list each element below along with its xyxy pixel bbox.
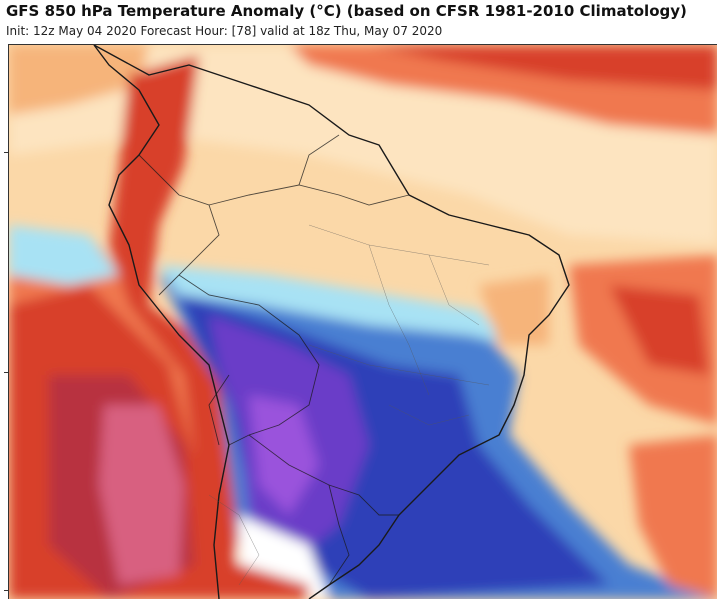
light-cool-pacific: [9, 225, 119, 285]
anomaly-map: [8, 44, 717, 599]
warm-region-south-atlantic: [629, 435, 717, 599]
warm-region-northwest: [9, 45, 149, 115]
warm-patch-northeast-brazil: [479, 275, 549, 345]
axis-tick: [4, 152, 9, 153]
state-borders: [208, 224, 490, 586]
light-cool-band: [159, 265, 509, 345]
pink-region-pacific: [99, 405, 184, 585]
anomaly-map-canvas: [9, 45, 717, 599]
hot-region-atlantic: [609, 285, 709, 375]
map-title: GFS 850 hPa Temperature Anomaly (°C) (ba…: [6, 2, 687, 20]
axis-tick: [4, 590, 9, 591]
coldest-region-chaco: [249, 395, 319, 515]
axis-tick: [4, 372, 9, 373]
hot-region-northeast: [369, 45, 717, 90]
country-borders: [138, 134, 410, 586]
map-subtitle: Init: 12z May 04 2020 Forecast Hour: [78…: [6, 24, 443, 38]
warm-region-south: [204, 555, 309, 599]
andes-warm-strip: [109, 55, 249, 599]
